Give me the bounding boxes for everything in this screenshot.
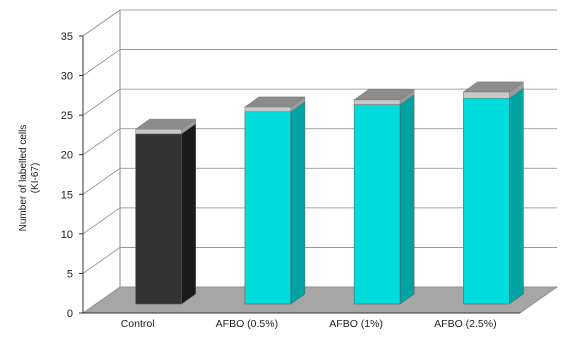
bar-afbo-0-5 — [244, 96, 306, 305]
bar-cap-top — [353, 89, 415, 101]
y-axis-title-line: Number of labelled cells — [18, 125, 29, 232]
y-tick-label: 35 — [61, 31, 73, 43]
bar-side-face — [509, 87, 524, 305]
bar-cap-top — [462, 81, 525, 93]
bar-cap-front — [463, 91, 510, 99]
y-tick-label: 25 — [61, 110, 73, 122]
bar-front-face — [135, 133, 182, 305]
bar-side-face — [181, 123, 196, 305]
bar-cap-front — [135, 128, 182, 135]
x-tick-label: Control — [121, 318, 155, 330]
x-tick-label: AFBO (2.5%) — [434, 318, 496, 330]
bar-cap-top — [134, 118, 197, 130]
y-tick-label: 15 — [61, 189, 73, 201]
y-axis-title: Number of labelled cells(KI-67) — [18, 125, 41, 232]
bar-front-face — [353, 104, 401, 305]
y-tick-label: 10 — [61, 229, 73, 241]
bar-control — [134, 118, 197, 305]
x-tick-label: AFBO (0.5%) — [216, 318, 278, 330]
gridline-side — [82, 88, 121, 116]
gridline-side — [82, 207, 121, 235]
bar-cap-front — [244, 106, 292, 112]
y-tick-label: 5 — [67, 268, 73, 280]
bar-front-face — [463, 97, 510, 305]
bar-cap-top — [244, 96, 306, 108]
x-tick-labels: Control AFBO (0.5%) AFBO (1%) AFBO (2.5%) — [121, 318, 497, 330]
y-tick-label: 0 — [67, 308, 73, 320]
gridline-side — [82, 49, 121, 76]
bar-cap-front — [353, 99, 401, 105]
y-tick-label: 30 — [61, 71, 73, 83]
bar-front-face — [244, 111, 292, 305]
bar-afbo-1 — [353, 89, 415, 305]
gridline-side — [82, 247, 121, 274]
gridline-side — [82, 128, 121, 156]
gridline-side — [82, 167, 121, 195]
y-tick-label: 20 — [61, 150, 73, 162]
y-axis-title-line: (KI-67) — [30, 163, 41, 194]
y-tick-labels: 0 5 10 15 20 25 30 35 — [61, 31, 73, 320]
bars — [134, 81, 525, 305]
bar-side-face — [399, 94, 415, 305]
bar-side-face — [290, 101, 306, 305]
bar-afbo-2-5 — [462, 81, 525, 305]
gridline-side — [82, 9, 121, 37]
axes — [79, 35, 520, 314]
x-tick-label: AFBO (1%) — [329, 318, 383, 330]
